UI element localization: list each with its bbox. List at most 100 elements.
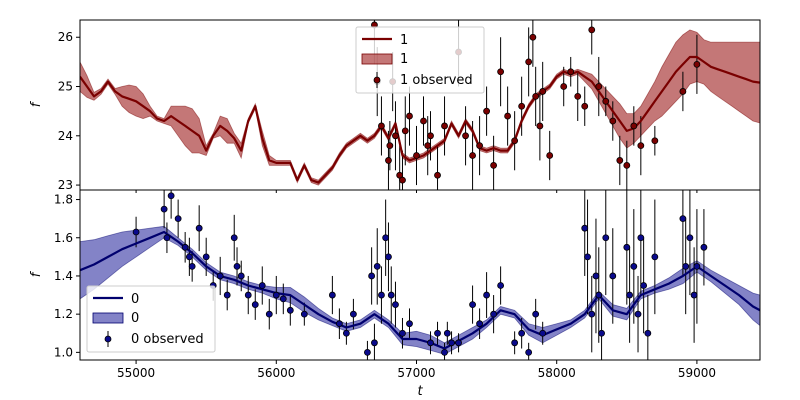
top-observed-point <box>536 122 544 130</box>
top-observed-point <box>567 68 575 76</box>
bottom-observed-point <box>335 320 343 328</box>
bottom-observed-point <box>595 291 603 299</box>
top-observed-point <box>679 88 687 95</box>
top-observed-point <box>378 122 385 130</box>
bottom-observed-point <box>634 310 642 318</box>
bottom-observed-point <box>188 263 196 270</box>
top-observed-point <box>511 137 519 145</box>
bottom-x-tick-label: 57000 <box>397 366 435 380</box>
top-observed-point <box>399 176 406 184</box>
top-observed-point <box>434 171 441 179</box>
top-observed-point <box>560 83 568 90</box>
top-observed-point <box>386 142 394 150</box>
bottom-observed-point <box>160 205 168 213</box>
bottom-observed-point <box>406 320 413 328</box>
top-observed-point <box>623 161 631 169</box>
bottom-observed-point <box>342 329 350 337</box>
top-observed-point <box>630 122 638 130</box>
top-observed-point <box>595 83 603 90</box>
top-mean-line <box>80 55 760 184</box>
bottom-observed-point <box>640 282 648 289</box>
legend-swatch-band <box>92 312 124 324</box>
legend-label-line: 0 <box>131 292 139 307</box>
top-observed-point <box>476 142 483 150</box>
bottom-observed-point <box>195 224 203 232</box>
bottom-observed-point <box>511 339 519 347</box>
bottom-observed-point <box>532 310 540 318</box>
bottom-observed-point <box>592 272 600 280</box>
top-observed-point <box>504 112 512 120</box>
top-observed-point <box>539 88 547 95</box>
bottom-observed-point <box>497 282 505 289</box>
top-panel: 23 24 25 26 <box>58 19 761 193</box>
bottom-axes-frame <box>79 189 761 361</box>
bottom-observed-point <box>584 253 591 261</box>
bottom-observed-point <box>637 234 645 242</box>
top-observed-point <box>581 102 589 110</box>
bottom-observed-point <box>181 243 189 251</box>
legend-label-line: 1 <box>400 33 408 48</box>
bottom-observed-point <box>167 192 175 200</box>
bottom-observed-point <box>525 348 533 356</box>
top-y-tick-label: 26 <box>58 30 73 44</box>
bottom-observed-point <box>265 310 273 318</box>
bottom-observed-point <box>490 310 498 318</box>
bottom-observed-point <box>364 348 371 356</box>
bottom-observed-point <box>202 253 210 261</box>
bottom-observed-point <box>518 329 526 337</box>
top-observed-point <box>518 102 526 110</box>
bottom-observed-point <box>539 329 547 337</box>
bottom-y-tick-label: 1.6 <box>54 231 73 245</box>
bottom-observed-point <box>132 228 140 236</box>
legend-label-points: 1 observed <box>400 73 473 88</box>
top-observed-point <box>616 157 624 164</box>
bottom-observed-point <box>588 310 596 318</box>
bottom-y-tick-label: 1.0 <box>54 345 73 359</box>
bottom-observed-point <box>581 224 589 232</box>
bottom-observed-point <box>272 291 280 299</box>
bottom-observed-point <box>286 306 294 314</box>
top-observed-point <box>462 132 469 140</box>
x-axis-label: t <box>417 384 423 399</box>
bottom-observed-point <box>483 291 490 299</box>
top-observed-point <box>497 68 505 76</box>
bottom-observed-point <box>368 272 376 280</box>
bottom-observed-point <box>244 291 252 299</box>
top-y-tick-label: 24 <box>58 129 73 143</box>
top-observed-point <box>651 137 659 145</box>
bottom-y-tick-label: 1.8 <box>54 193 73 207</box>
top-y-tick-label: 25 <box>58 80 73 94</box>
bottom-observed-point <box>644 329 652 337</box>
bottom-observed-point <box>434 329 441 337</box>
top-observed-point <box>413 152 420 159</box>
top-observed-point <box>529 33 537 41</box>
top-observed-point <box>469 152 476 159</box>
top-observed-point <box>427 132 434 140</box>
bottom-observed-point <box>216 272 224 280</box>
bottom-observed-point <box>163 234 171 242</box>
bottom-observed-point <box>279 295 287 303</box>
top-observed-point <box>609 117 617 125</box>
bottom-observed-point <box>387 291 395 299</box>
top-y-tick-label: 23 <box>58 178 73 192</box>
bottom-observed-point <box>223 291 231 299</box>
bottom-observed-point <box>300 310 308 318</box>
top-observed-point <box>483 107 490 115</box>
bottom-observed-point <box>693 263 701 270</box>
bottom-legend: 0 0 0 observed <box>86 285 216 353</box>
top-observed-point <box>602 97 610 105</box>
bottom-x-tick-label: 56000 <box>257 366 295 380</box>
legend-swatch-band <box>361 53 393 65</box>
bottom-observed-point <box>174 215 182 223</box>
bottom-observed-point <box>682 263 690 270</box>
bottom-observed-point <box>251 301 259 309</box>
top-observed-point <box>401 127 409 135</box>
top-observed-point <box>574 92 582 100</box>
bottom-observed-point <box>373 263 381 270</box>
bottom-x-tick-label: 55000 <box>117 366 155 380</box>
bottom-y-tick-label: 1.2 <box>54 307 73 321</box>
bottom-observed-point <box>399 329 406 337</box>
bottom-observed-point <box>448 339 455 347</box>
legend-label-band: 1 <box>400 52 408 67</box>
